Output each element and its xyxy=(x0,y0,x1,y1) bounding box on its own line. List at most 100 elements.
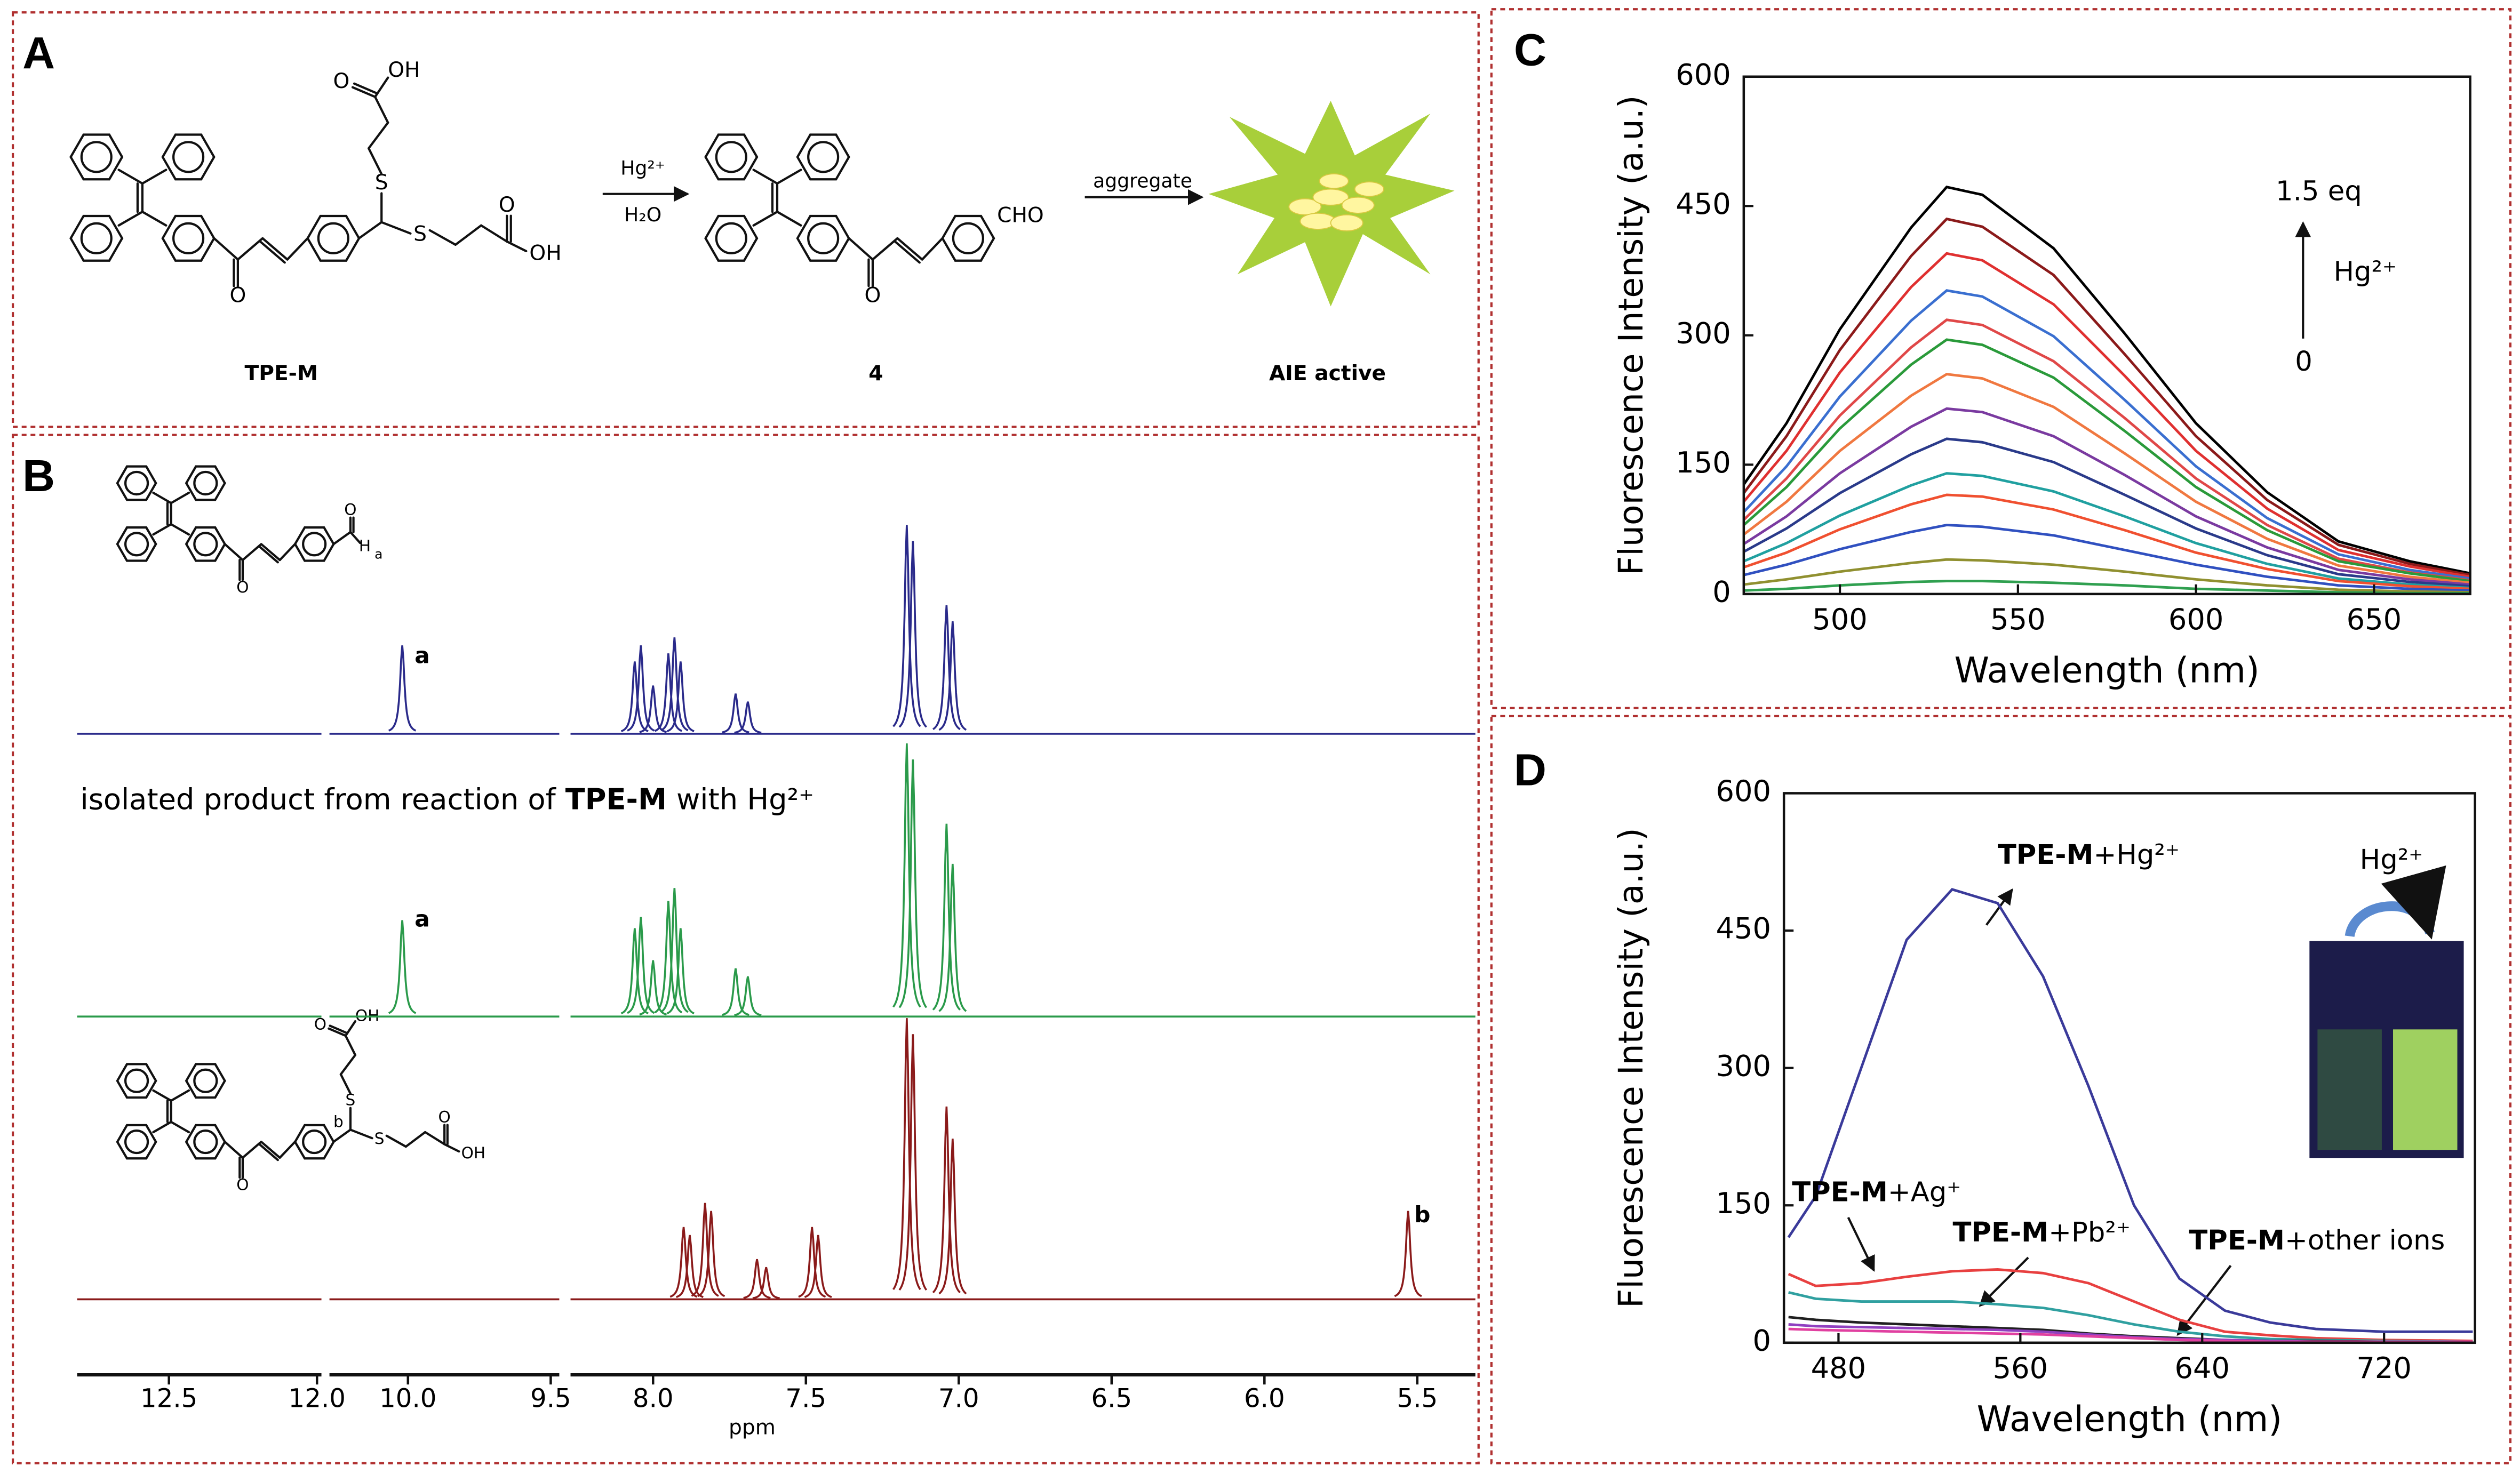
series-line xyxy=(1742,186,2471,575)
nmr-peak xyxy=(938,621,967,731)
step-label: aggregate xyxy=(1093,170,1192,193)
nmr-peak xyxy=(654,901,683,1014)
bond xyxy=(278,543,297,562)
bond xyxy=(170,523,190,536)
nmr-peak xyxy=(666,661,695,732)
nmr-peak xyxy=(734,701,762,734)
bond xyxy=(339,1054,357,1076)
atom-label: O xyxy=(229,284,246,308)
x-tick-label: 8.0 xyxy=(633,1383,674,1413)
atom-label: OH xyxy=(529,241,561,265)
nmr-peak xyxy=(676,1235,704,1298)
peak-label: a xyxy=(414,906,429,932)
bond xyxy=(258,1143,279,1161)
aromatic-circle xyxy=(193,1129,218,1155)
benzene-ring xyxy=(796,133,850,181)
bond xyxy=(351,86,377,98)
bond xyxy=(332,531,352,546)
bond xyxy=(776,169,802,185)
atom-label: O xyxy=(438,1108,451,1126)
bond xyxy=(152,1120,172,1134)
nmr-peak xyxy=(722,693,749,734)
annotation: TPE-M+Ag⁺ xyxy=(1792,1176,1961,1208)
atom-label: O xyxy=(236,578,249,596)
bond xyxy=(152,1089,172,1102)
bond xyxy=(896,237,923,261)
benzene-ring xyxy=(116,1124,157,1160)
bond xyxy=(241,1140,262,1159)
bond xyxy=(894,240,921,264)
nmr-peak xyxy=(660,888,689,1013)
atom-label: H xyxy=(359,536,371,555)
series-line xyxy=(1743,437,2470,588)
caption-part: TPE-M xyxy=(565,783,667,816)
bond xyxy=(752,169,779,185)
x-axis-label: Wavelength (nm) xyxy=(1977,1398,2282,1440)
y-tick-label: 300 xyxy=(1676,316,1730,350)
nmr-peak xyxy=(932,823,961,1011)
x-tick-label: 5.5 xyxy=(1397,1383,1438,1413)
bond xyxy=(374,76,389,98)
compound-label: TPE-M xyxy=(245,362,318,386)
bond xyxy=(357,221,383,239)
aromatic-circle xyxy=(124,1129,149,1155)
nmr-peak xyxy=(743,1259,771,1299)
bond xyxy=(368,147,383,175)
series-line xyxy=(1743,289,2470,580)
series-line xyxy=(1743,373,2470,584)
compound-label: AIE active xyxy=(1269,362,1386,386)
benzene-ring xyxy=(704,214,759,262)
aromatic-circle xyxy=(302,1129,327,1155)
bond xyxy=(260,543,281,562)
nmr-peak xyxy=(798,1227,826,1298)
annotation-compound: TPE-M xyxy=(1792,1176,1888,1208)
compound-label: 4 xyxy=(868,362,883,386)
nmr-peak xyxy=(627,645,655,732)
inset-tube-left xyxy=(2317,1029,2382,1150)
bond xyxy=(261,237,289,261)
nmr-peak xyxy=(388,920,417,1014)
atom-label: O xyxy=(236,1176,249,1194)
bond xyxy=(236,237,264,261)
bond xyxy=(259,240,286,264)
nmr-peak xyxy=(752,1267,780,1300)
nmr-peak xyxy=(691,1203,719,1297)
nmr-peak xyxy=(1394,1211,1422,1297)
aromatic-circle xyxy=(124,532,149,557)
panel-letter: C xyxy=(1514,25,1546,75)
nmr-peak xyxy=(892,525,921,727)
nmr-peak xyxy=(932,605,961,730)
bond xyxy=(380,221,412,235)
bond xyxy=(329,1024,348,1035)
nmr-peak xyxy=(654,653,682,732)
bond xyxy=(278,1140,297,1159)
bond xyxy=(871,237,899,261)
y-tick-label: 0 xyxy=(1712,575,1731,609)
benzene-ring xyxy=(796,214,850,262)
aromatic-circle xyxy=(172,141,205,173)
aromatic-circle xyxy=(715,141,747,173)
annotation-ion: +Ag⁺ xyxy=(1888,1176,1961,1208)
y-tick-label: 0 xyxy=(1753,1324,1772,1357)
aromatic-circle xyxy=(807,222,840,254)
annotation-arrow xyxy=(1979,1256,2029,1307)
series-line xyxy=(1787,888,2473,1333)
atom-label: O xyxy=(344,501,356,519)
x-tick-label: 480 xyxy=(1811,1351,1866,1385)
bond xyxy=(344,1035,357,1056)
bond xyxy=(141,211,168,227)
atom-label: a xyxy=(374,547,382,562)
y-tick-label: 300 xyxy=(1716,1049,1771,1083)
bond xyxy=(170,1120,190,1134)
bond xyxy=(353,82,378,94)
benzene-ring xyxy=(116,1063,157,1099)
x-tick-label: 500 xyxy=(1812,603,1867,636)
annotation-ion: +other ions xyxy=(2285,1224,2445,1256)
nmr-peak xyxy=(697,1211,725,1297)
bond xyxy=(404,1131,427,1148)
bond xyxy=(224,1140,244,1159)
caption-part: with Hg²⁺ xyxy=(676,783,814,816)
annotation-compound: TPE-M xyxy=(1952,1216,2048,1248)
aggregate-particles xyxy=(1288,173,1384,231)
